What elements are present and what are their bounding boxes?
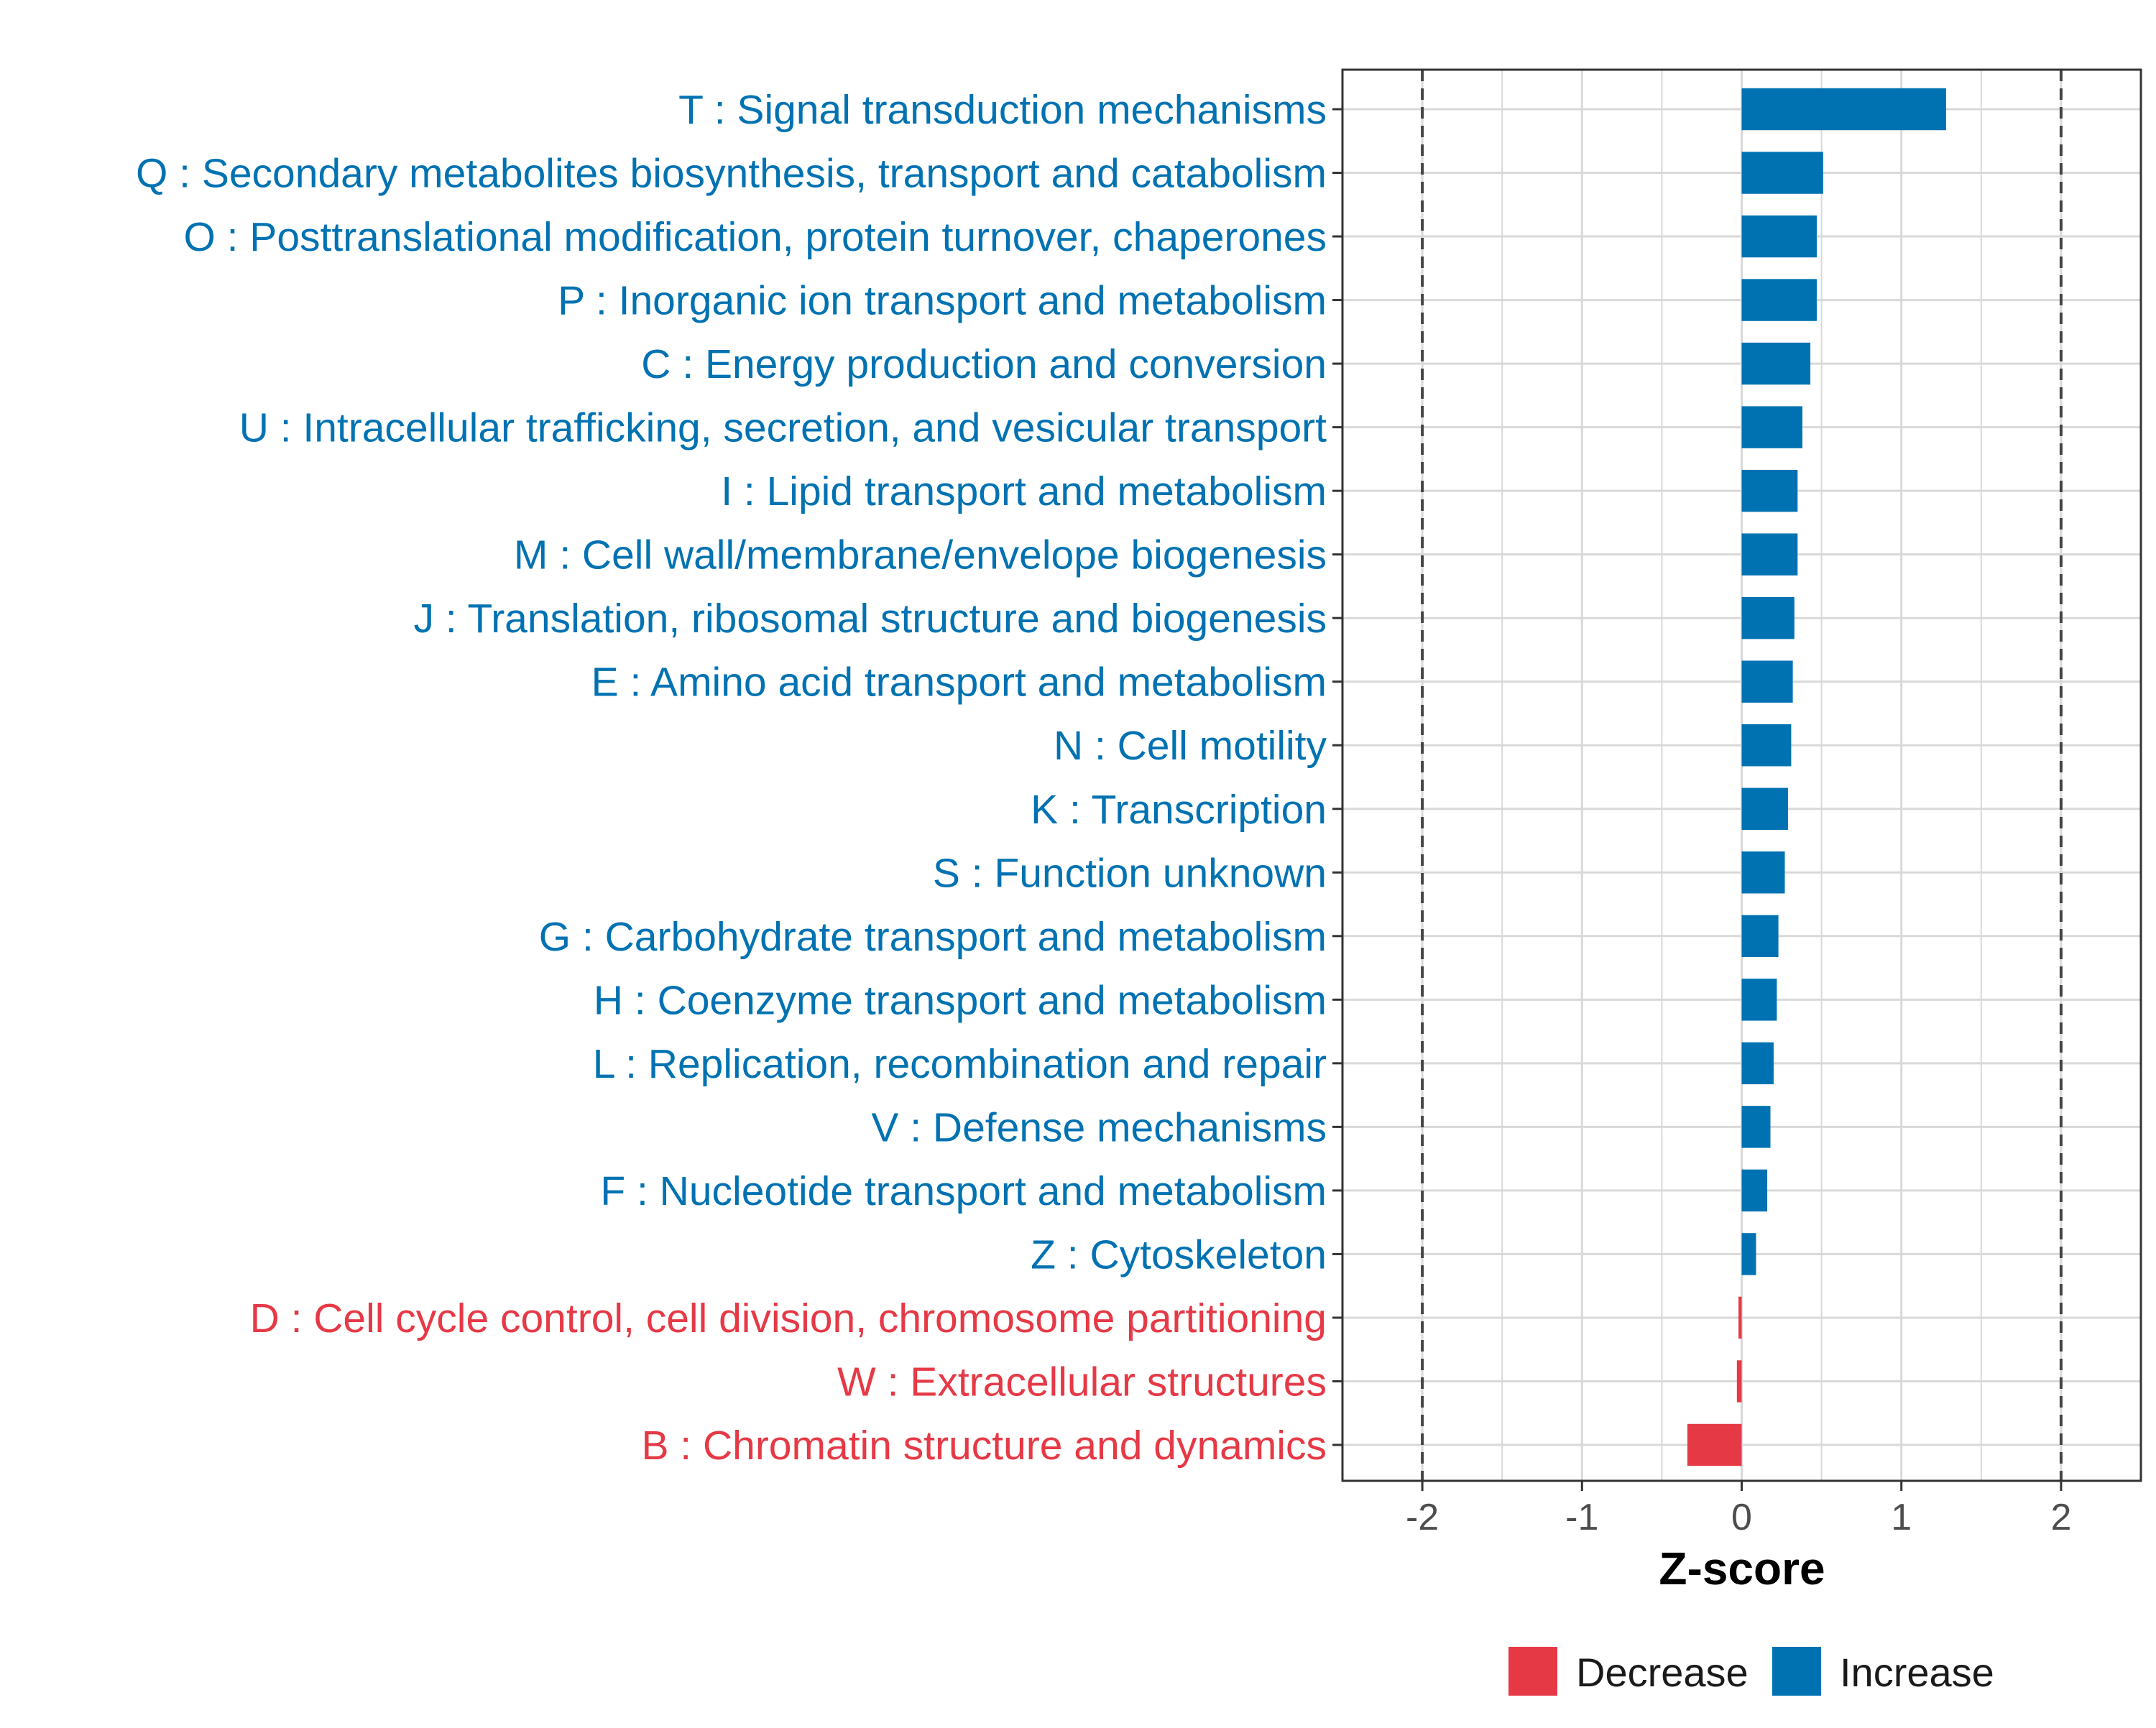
legend-swatch-increase	[1772, 1647, 1821, 1696]
bar-m	[1741, 533, 1798, 576]
legend: Decrease Increase	[1508, 1647, 1994, 1696]
category-label-c: C : Energy production and conversion	[641, 341, 1327, 387]
bar-d	[1738, 1296, 1742, 1339]
category-label-g: G : Carbohydrate transport and metabolis…	[539, 914, 1327, 960]
category-label-s: S : Function unknown	[933, 850, 1327, 896]
bar-b	[1687, 1423, 1742, 1466]
category-label-d: D : Cell cycle control, cell division, c…	[250, 1295, 1327, 1341]
bar-n	[1741, 724, 1792, 767]
legend-label-decrease: Decrease	[1576, 1650, 1749, 1695]
bar-e	[1741, 660, 1793, 703]
category-label-w: W : Extracellular structures	[837, 1359, 1327, 1405]
bars	[1687, 88, 1946, 1466]
bar-h	[1741, 979, 1777, 1021]
category-label-t: T : Signal transduction mechanisms	[678, 87, 1327, 133]
x-tick-label-4: 2	[2050, 1497, 2071, 1538]
bar-q	[1741, 152, 1823, 194]
category-label-v: V : Defense mechanisms	[871, 1104, 1327, 1150]
legend-label-increase: Increase	[1840, 1650, 1994, 1695]
category-label-p: P : Inorganic ion transport and metaboli…	[558, 278, 1327, 324]
category-label-i: I : Lipid transport and metabolism	[721, 468, 1327, 514]
category-label-z: Z : Cytoskeleton	[1031, 1232, 1327, 1277]
legend-swatch-decrease	[1508, 1647, 1557, 1696]
category-label-k: K : Transcription	[1031, 787, 1327, 833]
x-tick-label-1: -1	[1565, 1497, 1598, 1538]
category-label-n: N : Cell motility	[1054, 723, 1327, 769]
category-label-q: Q : Secondary metabolites biosynthesis, …	[136, 151, 1327, 197]
bar-t	[1741, 88, 1946, 131]
bar-z	[1741, 1233, 1756, 1275]
category-label-f: F : Nucleotide transport and metabolism	[600, 1168, 1327, 1214]
bar-c	[1741, 342, 1811, 385]
bar-v	[1741, 1106, 1771, 1148]
bar-u	[1741, 406, 1802, 448]
bar-l	[1741, 1042, 1774, 1085]
bar-i	[1741, 469, 1798, 512]
bar-p	[1741, 279, 1817, 321]
category-label-o: O : Posttranslational modification, prot…	[183, 214, 1327, 260]
category-label-b: B : Chromatin structure and dynamics	[641, 1423, 1327, 1469]
category-label-h: H : Coenzyme transport and metabolism	[594, 977, 1327, 1023]
x-axis-title: Z-score	[1659, 1543, 1825, 1594]
bar-o	[1741, 215, 1817, 258]
bar-j	[1741, 596, 1795, 639]
x-axis-ticks: -2 -1 0 1 2	[1406, 1481, 2071, 1538]
category-label-l: L : Replication, recombination and repai…	[593, 1041, 1327, 1087]
x-tick-label-0: -2	[1406, 1497, 1439, 1538]
bar-k	[1741, 787, 1788, 830]
y-axis-ticks	[1332, 108, 1342, 1446]
reference-lines	[1421, 70, 2063, 1481]
x-tick-label-3: 1	[1891, 1497, 1912, 1538]
category-label-j: J : Translation, ribosomal structure and…	[414, 596, 1327, 642]
x-tick-label-2: 0	[1731, 1497, 1752, 1538]
category-label-u: U : Intracellular trafficking, secretion…	[239, 405, 1327, 451]
bar-w	[1736, 1360, 1742, 1403]
bar-g	[1741, 915, 1779, 958]
category-label-m: M : Cell wall/membrane/envelope biogenes…	[514, 532, 1327, 578]
bar-f	[1741, 1169, 1768, 1212]
bar-s	[1741, 851, 1785, 894]
category-label-e: E : Amino acid transport and metabolism	[591, 660, 1327, 706]
y-axis-category-labels: T : Signal transduction mechanisms Q : Se…	[136, 87, 1327, 1469]
